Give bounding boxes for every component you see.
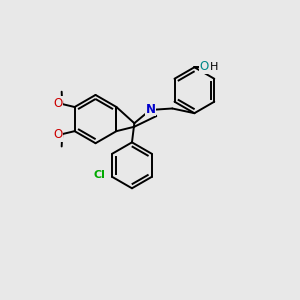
Text: Cl: Cl (94, 170, 106, 180)
Text: H: H (210, 62, 219, 72)
Text: O: O (200, 61, 209, 74)
Text: O: O (53, 128, 63, 142)
Text: N: N (146, 103, 155, 116)
Text: O: O (53, 97, 63, 110)
